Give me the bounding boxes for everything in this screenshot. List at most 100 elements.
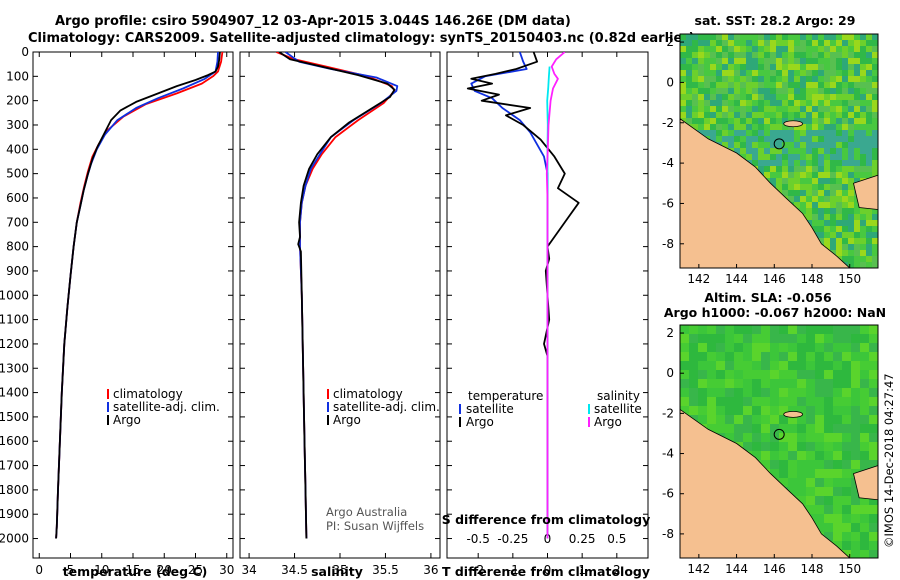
sst_map-cell [860, 136, 866, 142]
sla_map-cell [698, 334, 707, 343]
sla_map-cell [761, 370, 770, 379]
sst_map-cell [752, 124, 758, 130]
temperature-xtick-label: 5 [67, 563, 75, 577]
sst_map-cell [698, 46, 704, 52]
sst_map-cell [830, 142, 836, 148]
sla_map-cell [860, 523, 869, 532]
sst_map-cell [710, 88, 716, 94]
sla_map-cell [734, 325, 743, 334]
sst_map-cell [806, 136, 812, 142]
sst_map-cell [776, 142, 782, 148]
sst_map-cell [722, 58, 728, 64]
sst_map-cell [764, 160, 770, 166]
sla_map-cell [716, 325, 725, 334]
sst_map-cell [722, 106, 728, 112]
sla_map-cell [680, 397, 689, 406]
sst_map-cell [716, 106, 722, 112]
sla_map-cell [860, 397, 869, 406]
sla_map-cell [707, 334, 716, 343]
sla_map-cell [815, 496, 824, 505]
sst_map-cell [770, 34, 776, 40]
sst_map-cell [710, 112, 716, 118]
sla_map-frame [679, 324, 879, 559]
sla_map-cell [689, 397, 698, 406]
differences-series-salinity-argo [545, 52, 566, 539]
sst_map-cell [782, 136, 788, 142]
sst_map-cell [842, 112, 848, 118]
sst_map-cell [818, 232, 824, 238]
sst_map-cell [818, 220, 824, 226]
sst_map-cell [782, 106, 788, 112]
sst_map-xtick-label: 148 [801, 272, 824, 286]
sst_map-cell [830, 52, 836, 58]
sst_map-cell [752, 100, 758, 106]
sst_map-cell [812, 196, 818, 202]
sla_map-cell [842, 361, 851, 370]
sst_map-cell [758, 88, 764, 94]
sla_map-cell [806, 370, 815, 379]
sst_map-cell [806, 34, 812, 40]
sst_map-cell [812, 202, 818, 208]
sla_map-cell [842, 415, 851, 424]
sla_map-cell [779, 415, 788, 424]
sla_map-field [680, 325, 878, 558]
sst_map-xtick-label: 142 [687, 272, 710, 286]
sst_map-cell [776, 148, 782, 154]
sst_map-cell [716, 94, 722, 100]
sla_map-cell [851, 451, 860, 460]
sst_map-cell [848, 34, 854, 40]
sst_map-cell [860, 112, 866, 118]
sst_map-cell [836, 94, 842, 100]
sla_map-cell [761, 361, 770, 370]
sla_map-cell [698, 379, 707, 388]
legend-salinity-header: salinity [597, 389, 640, 403]
sla_map-cell [716, 424, 725, 433]
temperature-panel: 0100200300400500600700800900100011001200… [0, 45, 234, 577]
sst_map-cell [830, 58, 836, 64]
sst_map-cell [836, 76, 842, 82]
sst_map-cell [722, 130, 728, 136]
sst_map-cell [746, 64, 752, 70]
sst_map-cell [830, 130, 836, 136]
sla_map-cell [824, 442, 833, 451]
sst_map-cell [842, 160, 848, 166]
depth-tick-label: 100 [6, 69, 29, 83]
sst_map-cell [812, 148, 818, 154]
sst_map-cell [770, 130, 776, 136]
sst_map-cell [764, 40, 770, 46]
sst_map-cell [746, 70, 752, 76]
differences-xtick-label: 1 [578, 563, 586, 577]
sst_map-cell [734, 130, 740, 136]
sla_map-cell [761, 433, 770, 442]
sst_map-cell [866, 64, 872, 70]
sst_map-cell [698, 58, 704, 64]
sla_map-cell [806, 379, 815, 388]
sst_map-cell [812, 130, 818, 136]
sla_map-cell [869, 334, 878, 343]
sla_map-cell [851, 496, 860, 505]
legend-label: climatology [113, 387, 183, 401]
sst_map-cell [728, 40, 734, 46]
sla_map-cell [860, 379, 869, 388]
sst_map-cell [692, 88, 698, 94]
sst_map-cell [812, 190, 818, 196]
sla_map-cell [707, 397, 716, 406]
sst_map-cell [860, 88, 866, 94]
sla_map-cell [734, 397, 743, 406]
sla_map-cell [725, 325, 734, 334]
sla_map-cell [788, 352, 797, 361]
sla_map-cell [815, 424, 824, 433]
sst_map-cell [734, 118, 740, 124]
sst_map-cell [824, 88, 830, 94]
sst_map-cell [692, 76, 698, 82]
sst_map-cell [746, 100, 752, 106]
sst_map-cell [848, 262, 854, 268]
sst_map-cell [764, 58, 770, 64]
sst_map-cell [728, 118, 734, 124]
sst_map-cell [866, 262, 872, 268]
sla_map-cell [851, 361, 860, 370]
sst_map-cell [836, 70, 842, 76]
sla_map-cell [752, 388, 761, 397]
sst_map-cell [746, 94, 752, 100]
sst_map-cell [788, 160, 794, 166]
